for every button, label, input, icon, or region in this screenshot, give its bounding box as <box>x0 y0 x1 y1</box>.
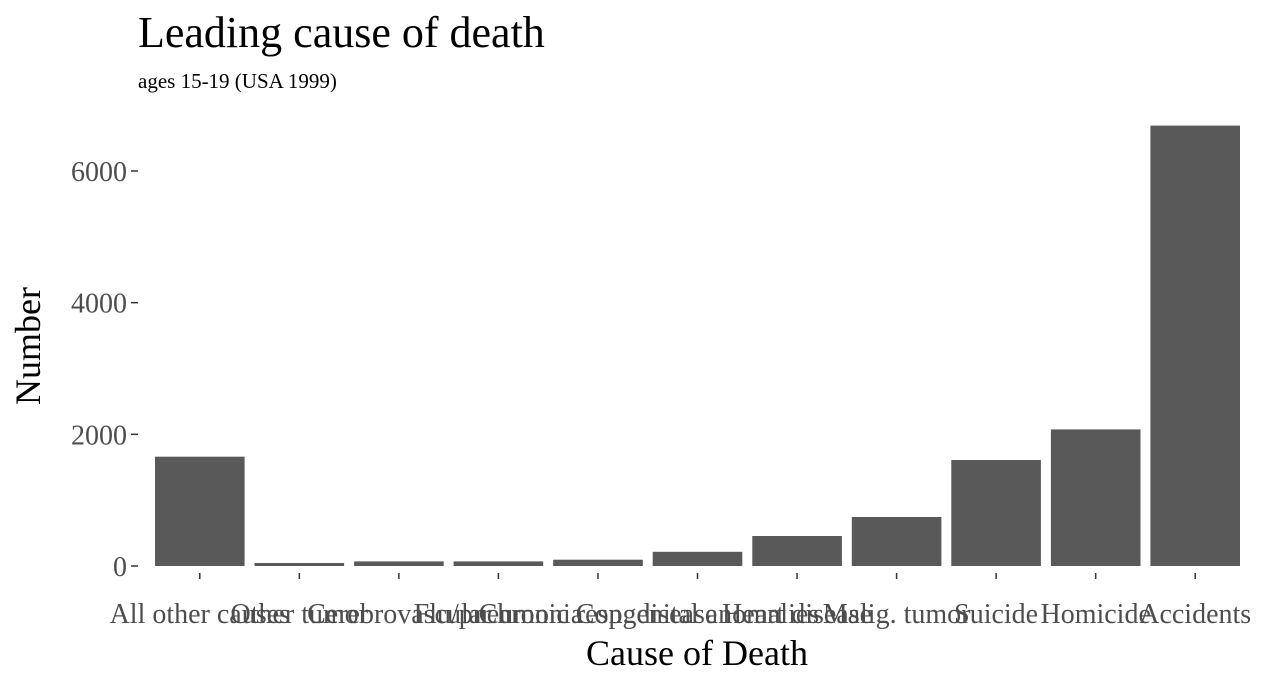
x-tick-label-10: Accidents <box>1139 599 1251 630</box>
x-tick-label-9: Homicide <box>1040 599 1150 630</box>
y-tick-label-0: 0 <box>113 552 127 583</box>
y-axis-ticks: 0 2000 4000 6000 <box>71 157 138 583</box>
y-tick-label-1: 2000 <box>71 420 127 451</box>
bar-2 <box>354 561 444 566</box>
bar-1 <box>254 563 345 566</box>
bar-9 <box>1050 429 1141 566</box>
x-tick-label-2: Cerebrovascular <box>307 599 491 630</box>
x-axis-title: Cause of Death <box>586 633 808 673</box>
x-tick-label-6: Heart disease <box>722 599 872 630</box>
bar-5 <box>652 551 743 566</box>
bar-10 <box>1150 125 1240 566</box>
bar-0 <box>155 456 245 566</box>
x-tick-label-7: Malig. tumor <box>823 599 971 630</box>
x-tick-label-1: Other tumor <box>230 599 368 630</box>
bar-4 <box>553 559 643 566</box>
bar-group <box>155 125 1240 566</box>
bar-3 <box>453 561 544 566</box>
y-axis-title: Number <box>8 287 48 405</box>
x-tick-label-5: Congenital anomalies <box>576 599 819 630</box>
x-tick-label-8: Suicide <box>954 599 1038 630</box>
x-tick-label-4: Chronic resp. disease <box>479 599 718 630</box>
bar-8 <box>951 460 1041 566</box>
chart-subtitle: ages 15-19 (USA 1999) <box>138 69 337 93</box>
bar-7 <box>851 517 942 566</box>
y-tick-label-2: 4000 <box>71 289 127 320</box>
x-tick-label-3: Flu/pneumonia <box>414 599 584 630</box>
bar-6 <box>752 536 842 566</box>
y-tick-label-3: 6000 <box>71 157 127 188</box>
chart-title: Leading cause of death <box>138 8 545 57</box>
x-tick-label-0: All other causes <box>110 599 290 630</box>
